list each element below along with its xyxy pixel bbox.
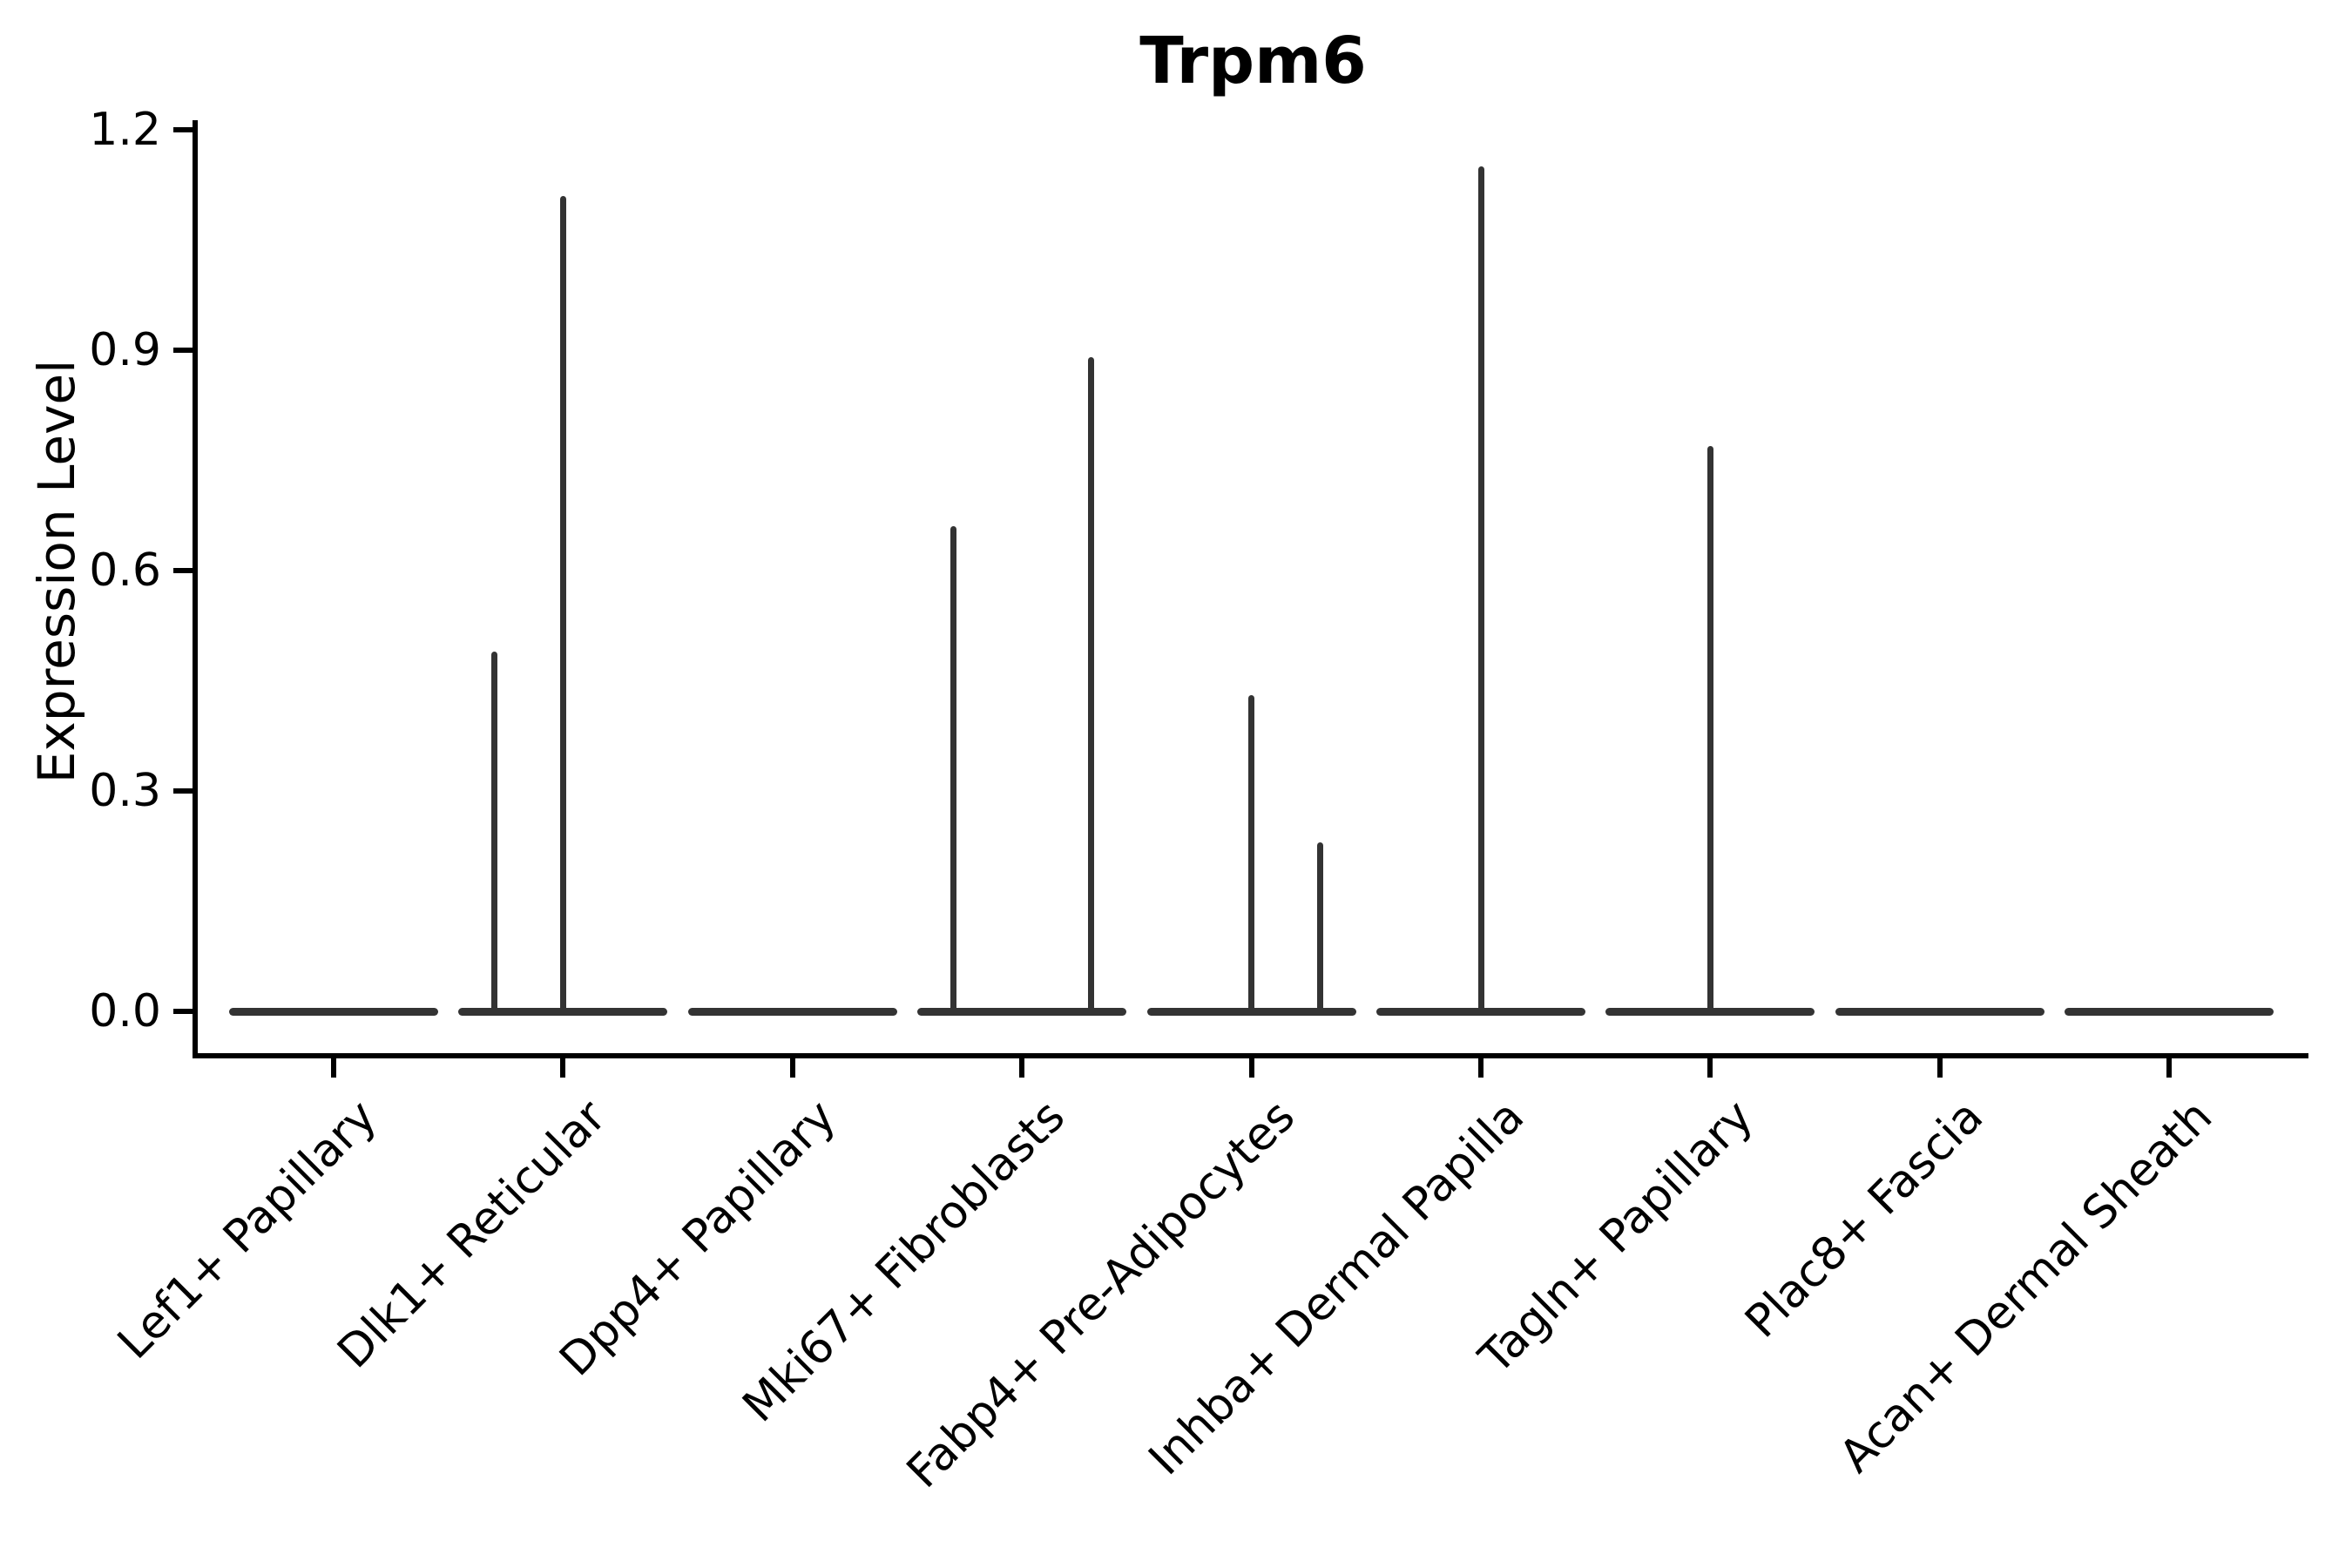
violin-spike — [559, 195, 566, 1015]
y-tick-label: 0.6 — [89, 544, 161, 598]
x-tick — [1936, 1058, 1943, 1078]
violin-baseline — [229, 1007, 438, 1016]
y-tick-label: 0.3 — [89, 765, 161, 817]
x-tick — [1478, 1058, 1484, 1078]
y-tick-label: 1.2 — [89, 104, 161, 157]
violin-baseline — [917, 1007, 1127, 1016]
violin-spike — [1317, 842, 1324, 1015]
x-tick — [1707, 1058, 1713, 1078]
y-tick — [173, 1009, 193, 1014]
violin-baseline — [687, 1007, 897, 1016]
y-tick — [173, 348, 193, 354]
y-tick — [173, 788, 193, 794]
violin-spike — [1087, 357, 1094, 1015]
y-tick-label: 0.0 — [89, 985, 161, 1037]
x-tick — [560, 1058, 566, 1078]
x-axis-line — [193, 1053, 2308, 1058]
violin-spike — [490, 651, 497, 1015]
violin-spike — [1248, 695, 1255, 1015]
x-tick — [789, 1058, 795, 1078]
y-tick-label: 0.9 — [89, 324, 161, 377]
x-tick — [1248, 1058, 1254, 1078]
y-tick — [173, 568, 193, 574]
x-tick — [1019, 1058, 1025, 1078]
chart-title: Trpm6 — [1139, 24, 1367, 98]
violin-spike — [1477, 166, 1484, 1015]
x-tick — [331, 1058, 336, 1078]
violin-spike — [1707, 445, 1713, 1015]
violin-baseline — [1835, 1007, 2044, 1016]
y-tick — [173, 127, 193, 133]
violin-baseline — [2065, 1007, 2274, 1016]
y-axis-line — [193, 120, 198, 1058]
violin-spike — [950, 526, 956, 1015]
x-tick — [2166, 1058, 2173, 1078]
